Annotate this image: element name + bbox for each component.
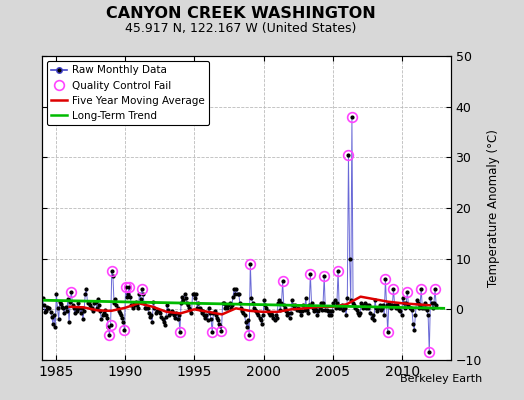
Text: Berkeley Earth: Berkeley Earth bbox=[400, 374, 482, 384]
Text: 45.917 N, 122.167 W (United States): 45.917 N, 122.167 W (United States) bbox=[125, 22, 357, 35]
Y-axis label: Temperature Anomaly (°C): Temperature Anomaly (°C) bbox=[487, 129, 500, 287]
Legend: Raw Monthly Data, Quality Control Fail, Five Year Moving Average, Long-Term Tren: Raw Monthly Data, Quality Control Fail, … bbox=[47, 61, 209, 125]
Text: CANYON CREEK WASHINGTON: CANYON CREEK WASHINGTON bbox=[106, 6, 376, 21]
